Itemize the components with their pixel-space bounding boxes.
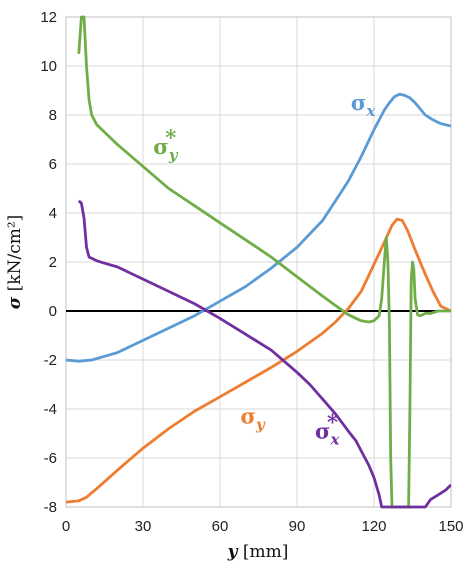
x-tick-label: 150: [438, 518, 463, 535]
y-tick-label: -4: [44, 401, 57, 418]
series-line-y: [66, 217, 451, 504]
plot-area-border: [65, 16, 452, 508]
x-tick-label: 60: [212, 518, 229, 535]
series-label-x-star: σx*: [315, 409, 340, 448]
x-axis-unit: [mm]: [243, 542, 289, 562]
y-axis-title: σ [kN/cm²]: [5, 215, 25, 310]
svg-text:σy: σy: [153, 134, 178, 164]
y-tick-label: 12: [40, 9, 57, 26]
x-tick-label: 0: [62, 518, 70, 535]
y-axis-symbol: σ: [5, 296, 25, 309]
series-label-x: σx: [351, 90, 376, 120]
y-tick-label: 8: [49, 107, 57, 124]
x-tick-label: 90: [289, 518, 306, 535]
y-tick-label: 10: [40, 58, 57, 75]
data-series: [66, 15, 451, 509]
series-line-x: [66, 92, 451, 363]
y-tick-label: 2: [49, 254, 57, 271]
series-line-y-star: [77, 15, 451, 509]
svg-text:σx: σx: [351, 90, 376, 120]
y-tick-label: 0: [49, 303, 57, 320]
y-tick-label: -2: [44, 352, 57, 369]
series-line-x-star: [77, 199, 451, 509]
y-tick-label: -6: [44, 450, 57, 467]
x-tick-label: 120: [361, 518, 386, 535]
y-tick-label: -8: [44, 499, 57, 516]
x-axis-symbol: y: [227, 542, 239, 562]
svg-text:*: *: [165, 125, 176, 150]
y-tick-label: 6: [49, 156, 57, 173]
axes: [65, 16, 452, 508]
svg-text:σx: σx: [315, 418, 340, 448]
x-axis-title: y [mm]: [227, 542, 289, 562]
axis-titles: σ [kN/cm²] y [mm]: [5, 215, 288, 562]
y-tick-label: 4: [49, 205, 57, 222]
svg-text:*: *: [327, 409, 338, 434]
svg-text:σy: σy: [241, 404, 266, 434]
y-axis-unit: [kN/cm²]: [5, 215, 25, 292]
series-label-y: σy: [241, 404, 266, 434]
x-tick-label: 30: [135, 518, 152, 535]
series-label-y-star: σy*: [153, 125, 178, 164]
